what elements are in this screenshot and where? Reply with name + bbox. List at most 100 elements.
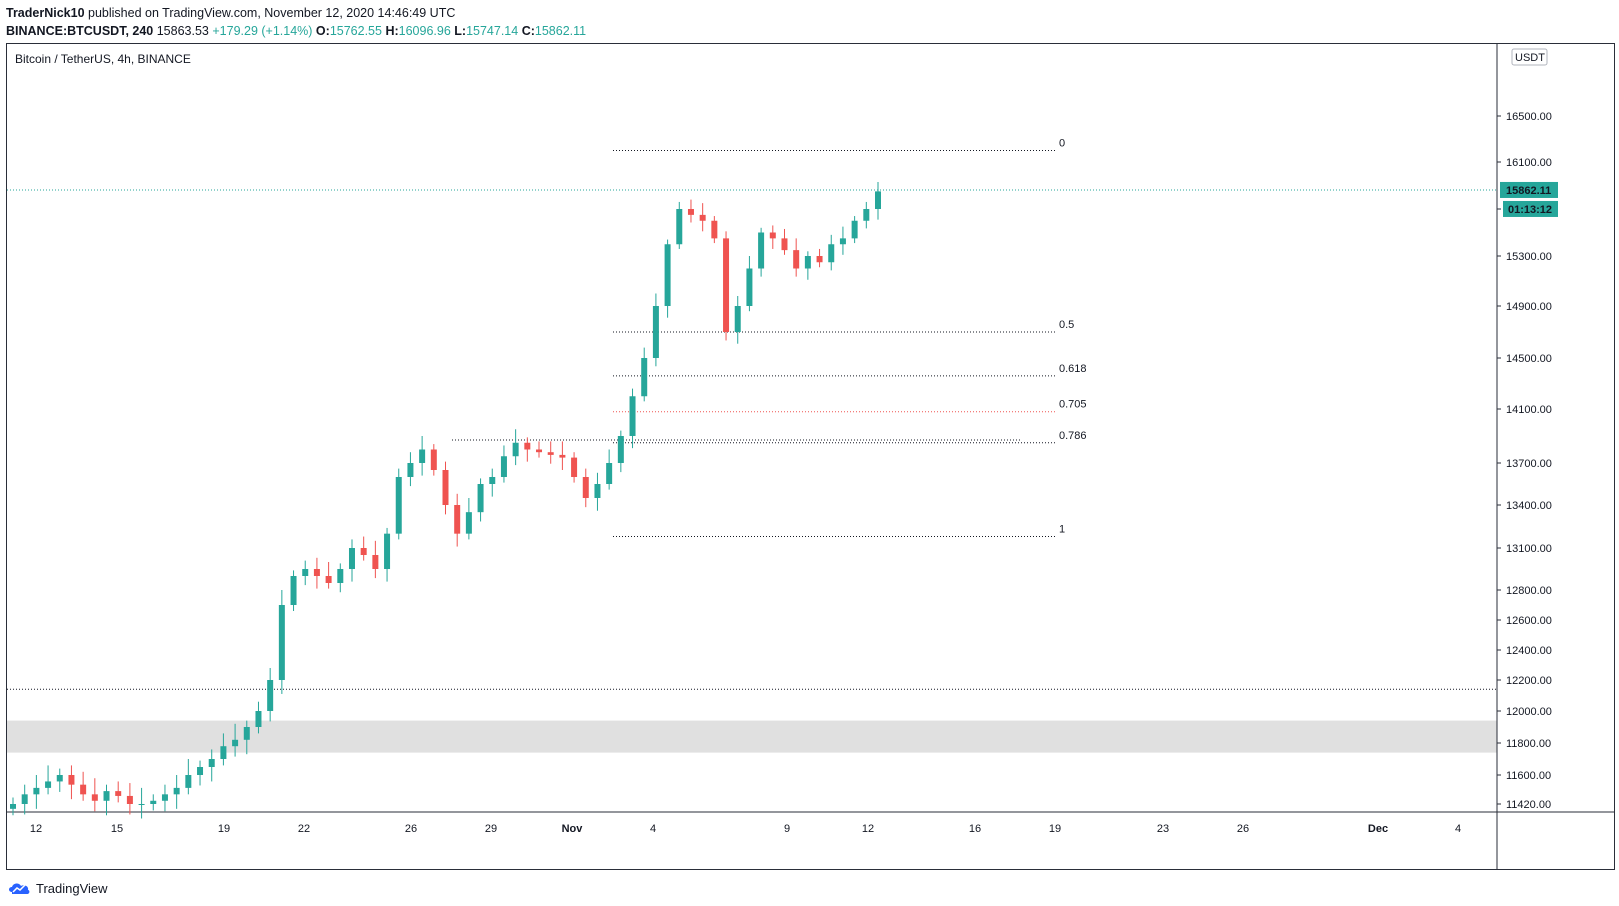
candle-body <box>337 569 344 583</box>
candle-body <box>348 548 355 569</box>
candle-body <box>606 463 613 484</box>
candle-body <box>723 238 730 332</box>
open-value: 15762.55 <box>329 24 382 38</box>
fib-level-label: 0.5 <box>1059 319 1074 331</box>
chart-frame[interactable] <box>6 43 1615 870</box>
candle-body <box>641 358 648 397</box>
fib-level-label: 1 <box>1059 524 1065 536</box>
candle-body <box>91 794 98 801</box>
x-tick-label: 12 <box>862 823 874 835</box>
candle-body <box>816 256 823 263</box>
high-value: 16096.96 <box>398 24 451 38</box>
candle-body <box>617 436 624 463</box>
y-tick-label: 14100.00 <box>1506 404 1552 416</box>
x-tick-label: 19 <box>218 823 230 835</box>
price-change: +179.29 (+1.14%) <box>212 24 313 38</box>
chart-title: Bitcoin / TetherUS, 4h, BINANCE <box>15 52 191 66</box>
candle-body <box>734 306 741 332</box>
x-tick-label: 23 <box>1157 823 1169 835</box>
countdown-badge-label: 01:13:12 <box>1508 204 1552 216</box>
candle-body <box>793 250 800 269</box>
candle-body <box>489 477 496 484</box>
x-tick-label: 22 <box>298 823 310 835</box>
y-tick-label: 12400.00 <box>1506 645 1552 657</box>
candle-body <box>500 456 507 477</box>
y-tick-label: 13700.00 <box>1506 458 1552 470</box>
candle-body <box>676 209 683 245</box>
candle-body <box>828 244 835 263</box>
low-label: L: <box>454 24 467 38</box>
x-tick-label: 26 <box>405 823 417 835</box>
candle-body <box>161 794 168 801</box>
candle-body <box>68 775 75 785</box>
candle-body <box>465 512 472 534</box>
x-tick-label: 4 <box>650 823 656 835</box>
candle-body <box>10 804 16 809</box>
candle-body <box>442 470 449 505</box>
candle-body <box>126 795 133 804</box>
x-tick-label: 12 <box>30 823 42 835</box>
x-tick-label: 16 <box>969 823 981 835</box>
symbol-label: BINANCE:BTCUSDT, 240 <box>6 24 154 38</box>
y-tick-label: 11420.00 <box>1506 799 1551 811</box>
candle-body <box>594 484 601 498</box>
last-price: 15863.53 <box>156 24 209 38</box>
support-zone <box>7 720 1497 753</box>
candle-body <box>769 232 776 239</box>
y-tick-label: 14900.00 <box>1506 301 1552 313</box>
last-price-badge-label: 15862.11 <box>1506 185 1551 197</box>
candle-body <box>863 209 870 221</box>
candle-body <box>313 569 320 576</box>
candle-body <box>454 505 461 534</box>
candle-body <box>197 767 204 775</box>
y-tick-label: 12600.00 <box>1506 615 1552 627</box>
candle-body <box>547 452 554 455</box>
last-price-badge <box>1500 181 1558 198</box>
candle-body <box>875 191 881 209</box>
candle-body <box>278 605 285 680</box>
author-name[interactable]: TraderNick10 <box>6 6 85 20</box>
x-tick-label: 9 <box>784 823 790 835</box>
fib-level-label: 0.618 <box>1059 363 1087 375</box>
low-value: 15747.14 <box>466 24 519 38</box>
candle-body <box>325 576 332 583</box>
candle-body <box>138 804 145 805</box>
y-tick-label: 13400.00 <box>1506 500 1552 512</box>
candle-body <box>536 449 543 453</box>
fib-level-label: 0 <box>1059 138 1065 150</box>
candle-body <box>582 477 589 498</box>
close-label: C: <box>521 24 535 38</box>
candle-body <box>419 449 426 463</box>
candle-body <box>687 209 694 215</box>
candle-body <box>33 787 40 795</box>
candle-body <box>372 555 379 569</box>
candle-body <box>781 238 788 251</box>
close-value: 15862.11 <box>534 24 587 38</box>
candle-body <box>711 220 718 239</box>
y-tick-label: 14500.00 <box>1506 353 1552 365</box>
candle-body <box>746 268 753 306</box>
y-tick-label: 12200.00 <box>1506 675 1552 687</box>
currency-badge <box>1511 48 1548 66</box>
candle-body <box>185 775 192 788</box>
candle-body <box>851 220 858 239</box>
candle-body <box>45 781 52 788</box>
candle-body <box>664 244 671 306</box>
candle-body <box>208 759 215 767</box>
candle-body <box>173 787 180 795</box>
candle-body <box>103 791 110 801</box>
candle-body <box>21 794 28 804</box>
fib-level-label: 0.705 <box>1059 399 1087 411</box>
fib-level-label: 0.786 <box>1059 430 1087 442</box>
candle-body <box>571 457 578 477</box>
candle-body <box>232 739 239 747</box>
x-tick-label: 26 <box>1237 823 1249 835</box>
candle-body <box>512 442 519 457</box>
publish-line: TraderNick10 published on TradingView.co… <box>6 4 586 22</box>
y-tick-label: 13100.00 <box>1506 543 1552 555</box>
candle-body <box>115 791 122 796</box>
candle-body <box>150 800 157 804</box>
candle-body <box>302 569 309 576</box>
footer-brand[interactable]: TradingView <box>36 880 108 896</box>
